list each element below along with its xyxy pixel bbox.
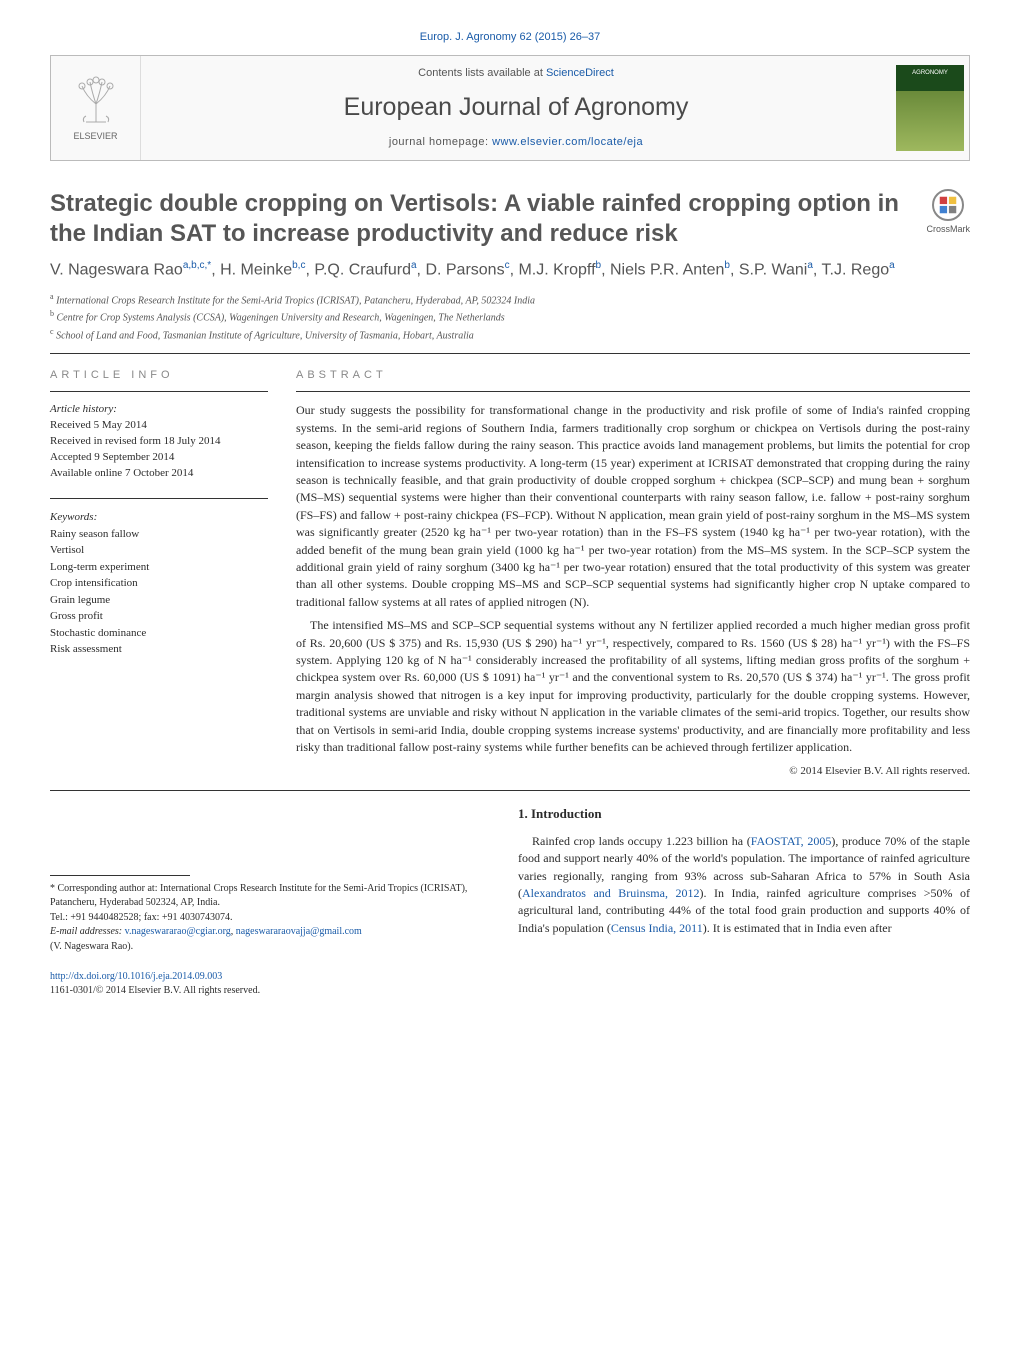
author-name: T.J. Rego <box>822 262 890 279</box>
abstract-copyright: © 2014 Elsevier B.V. All rights reserved… <box>296 764 970 779</box>
intro-text: ). It is estimated that in India even af… <box>703 921 892 935</box>
journal-reference: Europ. J. Agronomy 62 (2015) 26–37 <box>50 30 970 45</box>
author-marks: a <box>807 260 813 271</box>
keyword: Grain legume <box>50 592 268 609</box>
keywords-rule <box>50 498 268 499</box>
citation-link[interactable]: Alexandratos and Bruinsma, 2012 <box>522 886 699 900</box>
abstract-para: Our study suggests the possibility for t… <box>296 402 970 611</box>
author-marks: b <box>724 260 730 271</box>
elsevier-wordmark: ELSEVIER <box>73 130 117 143</box>
crossmark-icon <box>932 189 964 221</box>
cover-thumb: AGRONOMY <box>896 65 964 151</box>
author-marks: a <box>889 260 895 271</box>
author-name: D. Parsons <box>425 262 504 279</box>
keyword: Vertisol <box>50 542 268 559</box>
author-marks: b <box>596 260 602 271</box>
abstract-body: Our study suggests the possibility for t… <box>296 402 970 756</box>
homepage-prefix: journal homepage: <box>389 136 492 148</box>
crossmark-label: CrossMark <box>926 223 970 236</box>
keyword: Risk assessment <box>50 641 268 658</box>
cover-thumb-label: AGRONOMY <box>900 69 960 77</box>
abstract-heading: ABSTRACT <box>296 368 970 383</box>
keyword: Rainy season fallow <box>50 526 268 543</box>
footnote-column: * Corresponding author at: International… <box>50 805 490 999</box>
author-name: S.P. Wani <box>739 262 807 279</box>
history-line: Received in revised form 18 July 2014 <box>50 434 268 450</box>
doi-link[interactable]: http://dx.doi.org/10.1016/j.eja.2014.09.… <box>50 971 222 982</box>
abstract-column: ABSTRACT Our study suggests the possibil… <box>296 368 970 780</box>
intro-text: Rainfed crop lands occupy 1.223 billion … <box>532 834 751 848</box>
affiliations: a International Crops Research Institute… <box>50 291 970 343</box>
introduction-body: Rainfed crop lands occupy 1.223 billion … <box>518 833 970 937</box>
keywords-label: Keywords: <box>50 509 268 526</box>
email-tail: (V. Nageswara Rao). <box>50 940 490 955</box>
citation-link[interactable]: Census India, 2011 <box>611 921 703 935</box>
keyword: Long-term experiment <box>50 559 268 576</box>
elsevier-tree-icon <box>68 74 124 130</box>
author-marks: b,c <box>292 260 305 271</box>
author-marks: a <box>411 260 417 271</box>
history-label: Article history: <box>50 402 268 418</box>
author-name: Niels P.R. Anten <box>610 262 724 279</box>
keyword: Crop intensification <box>50 575 268 592</box>
keyword: Stochastic dominance <box>50 625 268 642</box>
abstract-rule <box>296 391 970 392</box>
sciencedirect-link[interactable]: ScienceDirect <box>546 67 614 79</box>
email-link[interactable]: nageswararaovajja@gmail.com <box>236 926 362 937</box>
corresponding-footnote: * Corresponding author at: International… <box>50 882 490 911</box>
affiliation-line: a International Crops Research Institute… <box>50 291 970 308</box>
author-name: H. Meinke <box>220 262 292 279</box>
author-marks: c <box>505 260 510 271</box>
history-line: Available online 7 October 2014 <box>50 466 268 482</box>
journal-title: European Journal of Agronomy <box>344 90 689 125</box>
article-info-rule <box>50 391 268 392</box>
article-info-column: ARTICLE INFO Article history: Received 5… <box>50 368 268 780</box>
abstract-para: The intensified MS–MS and SCP–SCP sequen… <box>296 617 970 756</box>
author-name: M.J. Kropff <box>518 262 595 279</box>
journal-cover: AGRONOMY <box>891 56 969 160</box>
contents-text: Contents lists available at <box>418 67 546 79</box>
email-link[interactable]: v.nageswararao@cgiar.org <box>125 926 231 937</box>
affiliation-line: b Centre for Crop Systems Analysis (CCSA… <box>50 308 970 325</box>
divider-top <box>50 353 970 354</box>
elsevier-logo: ELSEVIER <box>51 56 141 160</box>
author-name: P.Q. Craufurd <box>314 262 411 279</box>
journal-ref-link[interactable]: Europ. J. Agronomy 62 (2015) 26–37 <box>420 31 600 43</box>
crossmark-badge[interactable]: CrossMark <box>926 189 970 236</box>
email-label: E-mail addresses: <box>50 926 125 937</box>
tel-footnote: Tel.: +91 9440482528; fax: +91 403074307… <box>50 911 490 926</box>
affiliation-line: c School of Land and Food, Tasmanian Ins… <box>50 326 970 343</box>
homepage-link[interactable]: www.elsevier.com/locate/eja <box>492 136 643 148</box>
introduction-column: 1. Introduction Rainfed crop lands occup… <box>518 805 970 999</box>
keyword: Gross profit <box>50 608 268 625</box>
paper-title: Strategic double cropping on Vertisols: … <box>50 189 906 249</box>
author-name: V. Nageswara Rao <box>50 262 183 279</box>
history-line: Accepted 9 September 2014 <box>50 450 268 466</box>
contents-line: Contents lists available at ScienceDirec… <box>418 66 614 81</box>
journal-homepage: journal homepage: www.elsevier.com/locat… <box>389 135 643 150</box>
history-line: Received 5 May 2014 <box>50 418 268 434</box>
divider-bottom <box>50 790 970 791</box>
author-marks: a,b,c,* <box>183 260 211 271</box>
citation-link[interactable]: FAOSTAT, 2005 <box>751 834 832 848</box>
email-footnote: E-mail addresses: v.nageswararao@cgiar.o… <box>50 925 490 940</box>
doi-block: http://dx.doi.org/10.1016/j.eja.2014.09.… <box>50 970 490 998</box>
header-center: Contents lists available at ScienceDirec… <box>141 56 891 160</box>
issn-line: 1161-0301/© 2014 Elsevier B.V. All right… <box>50 985 260 996</box>
footnote-rule <box>50 875 190 876</box>
author-list: V. Nageswara Raoa,b,c,*, H. Meinkeb,c, P… <box>50 259 970 281</box>
journal-header-band: ELSEVIER Contents lists available at Sci… <box>50 55 970 161</box>
introduction-heading: 1. Introduction <box>518 805 970 823</box>
article-info-heading: ARTICLE INFO <box>50 368 268 383</box>
